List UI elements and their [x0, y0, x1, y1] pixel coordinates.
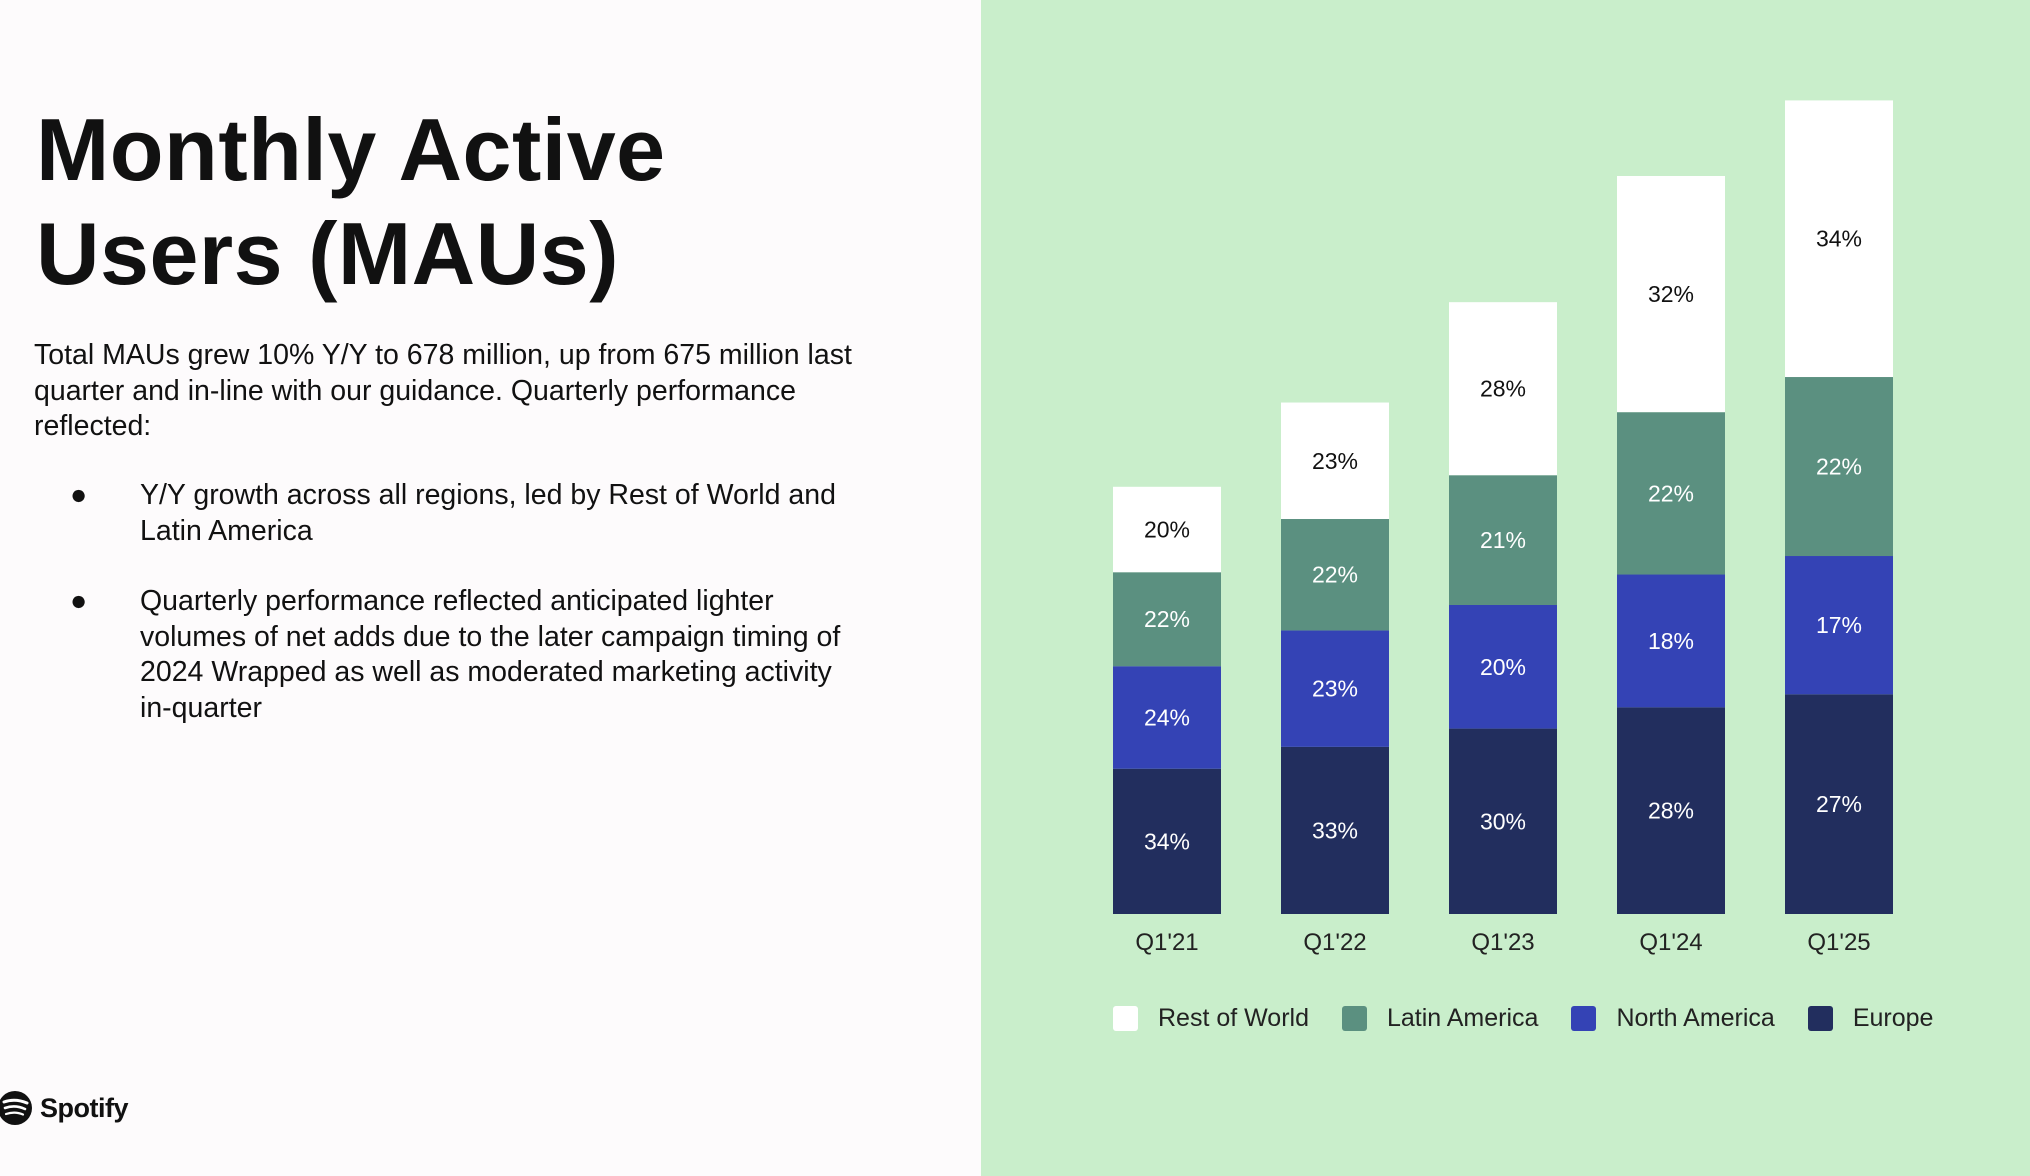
bar-segment-latin-america — [1113, 572, 1221, 667]
data-label: 28% — [1648, 798, 1694, 824]
legend-swatch — [1807, 1006, 1833, 1031]
bar-segment-latin-america — [1785, 377, 1893, 557]
legend-item: North America — [1571, 1004, 1775, 1033]
legend-label: Latin America — [1386, 1004, 1539, 1032]
bar-segment-north-america — [1785, 556, 1893, 695]
bullet-text: Y/Y growth across all regions, led by Re… — [140, 479, 836, 547]
data-label: 18% — [1648, 628, 1694, 654]
spotify-logo: Spotify — [0, 1091, 129, 1125]
title-line: Users (MAUs) — [36, 204, 620, 303]
page-title: Monthly Active Users (MAUs) — [36, 98, 666, 306]
data-label: 21% — [1480, 527, 1526, 553]
bar-segment-rest-of-world — [1785, 100, 1893, 378]
legend-label: Rest of World — [1158, 1004, 1309, 1032]
bullet-list: ● Y/Y growth across all regions, led by R… — [34, 478, 854, 761]
bar-segment-europe — [1617, 707, 1725, 914]
data-label: 24% — [1144, 704, 1190, 730]
bar-segment-rest-of-world — [1281, 402, 1389, 520]
x-tick-label: Q1'24 — [1639, 929, 1702, 956]
data-label: 22% — [1648, 480, 1694, 506]
bar-segment-europe — [1281, 746, 1389, 914]
intro-paragraph: Total MAUs grew 10% Y/Y to 678 million, … — [34, 339, 852, 442]
x-tick-label: Q1'25 — [1807, 929, 1870, 956]
legend-label: North America — [1616, 1004, 1775, 1032]
data-label: 28% — [1480, 376, 1526, 402]
legend-label: Europe — [1852, 1004, 1934, 1032]
data-label: 22% — [1312, 562, 1358, 588]
legend-swatch — [1113, 1006, 1138, 1031]
bullet-icon: ● — [70, 585, 88, 617]
bullet-text: Quarterly performance reflected anticipa… — [140, 585, 841, 724]
bar-segment-north-america — [1281, 630, 1389, 747]
data-label: 30% — [1480, 808, 1526, 834]
legend-item: Rest of World — [1113, 1004, 1309, 1033]
data-label: 20% — [1144, 517, 1190, 543]
legend-swatch — [1341, 1006, 1367, 1031]
data-label: 34% — [1816, 226, 1862, 252]
x-tick-label: Q1'23 — [1471, 929, 1534, 956]
data-label: 17% — [1816, 612, 1862, 638]
data-label: 23% — [1312, 676, 1358, 702]
data-label: 32% — [1648, 281, 1694, 307]
bar-segment-north-america — [1449, 605, 1557, 729]
bullet-item: ● Y/Y growth across all regions, led by R… — [34, 478, 854, 549]
bar-segment-rest-of-world — [1617, 176, 1725, 413]
bar-segment-rest-of-world — [1449, 302, 1557, 476]
data-label: 23% — [1312, 448, 1358, 474]
bar-segment-north-america — [1113, 666, 1221, 769]
bullet-item: ● Quarterly performance reflected anticip… — [34, 584, 854, 726]
data-label: 33% — [1312, 817, 1358, 843]
data-label: 22% — [1816, 454, 1862, 480]
x-tick-label: Q1'22 — [1303, 929, 1366, 956]
legend-swatch — [1571, 1006, 1597, 1031]
bar-segment-latin-america — [1449, 475, 1557, 605]
legend-item: Latin America — [1341, 1004, 1539, 1033]
data-label: 20% — [1480, 654, 1526, 680]
bar-segment-europe — [1449, 728, 1557, 914]
data-label: 34% — [1144, 828, 1190, 854]
bar-segment-rest-of-world — [1113, 486, 1221, 573]
text-panel: Monthly Active Users (MAUs) Total MAUs g… — [0, 0, 981, 1176]
legend-item: Europe — [1807, 1004, 1934, 1033]
chart-legend: Rest of World Latin America North America E… — [1113, 1004, 1966, 1033]
spotify-icon — [0, 1091, 32, 1125]
title-line: Monthly Active — [36, 100, 666, 199]
data-label: 22% — [1144, 606, 1190, 632]
bullet-icon: ● — [70, 479, 88, 511]
bar-segment-latin-america — [1281, 519, 1389, 631]
bar-segment-europe — [1113, 768, 1221, 914]
logo-text: Spotify — [40, 1092, 129, 1123]
bar-segment-europe — [1785, 694, 1893, 914]
bar-segment-north-america — [1617, 574, 1725, 708]
data-label: 27% — [1816, 791, 1862, 817]
x-tick-label: Q1'21 — [1135, 929, 1198, 956]
bar-segment-latin-america — [1617, 412, 1725, 575]
